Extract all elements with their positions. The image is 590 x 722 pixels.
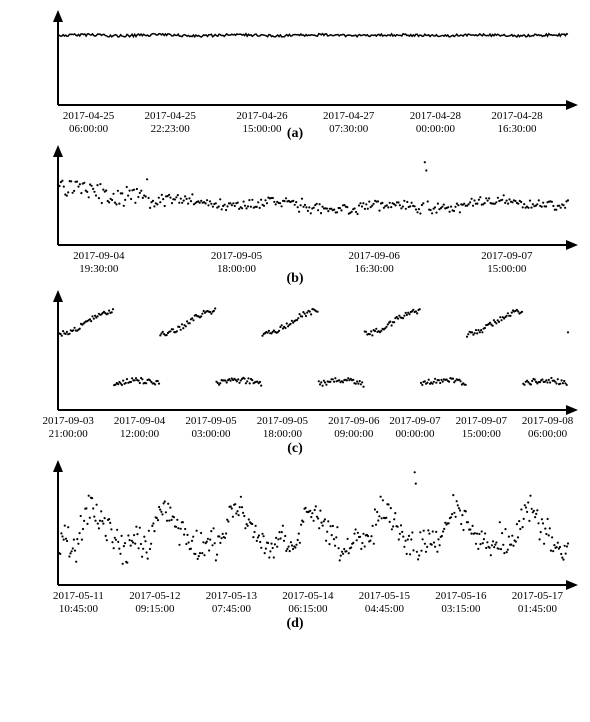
x-tick-date: 2017-09-08 [522,415,574,427]
x-tick-time: 15:00:00 [462,428,502,440]
x-tick-time: 06:00:00 [69,123,109,135]
x-tick-date: 2017-04-28 [410,110,462,122]
x-tick-date: 2017-09-07 [389,415,441,427]
x-tick-date: 2017-04-25 [63,110,115,122]
x-tick-time: 22:23:00 [151,123,191,135]
x-tick-date: 2017-05-14 [282,590,334,602]
chart-svg-c: 2017-09-0321:00:00 2017-09-0412:00:00 2017… [10,290,580,455]
x-tick-time: 03:15:00 [441,603,481,615]
x-tick-date: 2017-09-03 [43,415,95,427]
x-tick-time: 19:30:00 [79,263,119,275]
x-tick-time: 15:00:00 [487,263,527,275]
x-tick-time: 18:00:00 [263,428,303,440]
x-tick-date: 2017-09-05 [257,415,309,427]
x-tick-date: 2017-09-07 [481,250,533,262]
x-tick-date: 2017-09-05 [211,250,263,262]
x-axis-arrow-icon [566,240,578,250]
x-tick-date: 2017-04-27 [323,110,375,122]
x-axis-arrow-icon [566,100,578,110]
chart-svg-d: 2017-05-1110:45:00 2017-05-1209:15:00 2017… [10,460,580,630]
y-axis-arrow-icon [53,145,63,157]
panel-label: (c) [287,441,303,455]
x-tick-date: 2017-09-07 [456,415,508,427]
x-tick-time: 12:00:00 [120,428,160,440]
chart-panel-c: 2017-09-0321:00:00 2017-09-0412:00:00 2017… [10,290,580,455]
x-tick-time: 01:45:00 [518,603,558,615]
x-tick-date: 2017-05-13 [206,590,258,602]
x-tick-date: 2017-09-05 [185,415,237,427]
x-tick-date: 2017-04-25 [145,110,197,122]
charts-figure: 2017-04-2506:00:002017-04-2522:23:002017… [10,10,580,630]
data-series [57,161,569,215]
x-tick-time: 16:30:00 [497,123,537,135]
x-tick-time: 18:00:00 [217,263,257,275]
x-tick-date: 2017-04-28 [491,110,543,122]
x-tick-date: 2017-05-16 [435,590,487,602]
panel-label: (d) [286,616,303,630]
x-tick-date: 2017-05-15 [359,590,411,602]
x-tick-time: 07:30:00 [329,123,369,135]
x-tick-date: 2017-04-26 [236,110,288,122]
chart-panel-a: 2017-04-2506:00:002017-04-2522:23:002017… [10,10,580,140]
panel-label: (b) [286,271,303,285]
y-axis-arrow-icon [53,290,63,302]
chart-panel-b: 2017-09-0419:30:00 2017-09-0518:00:00 2017… [10,145,580,285]
x-tick-time: 06:15:00 [288,603,328,615]
x-tick-time: 10:45:00 [59,603,99,615]
x-axis-arrow-icon [566,580,578,590]
x-tick-time: 07:45:00 [212,603,252,615]
y-axis-arrow-icon [53,460,63,472]
chart-svg-a: 2017-04-2506:00:002017-04-2522:23:002017… [10,10,580,140]
chart-panel-d: 2017-05-1110:45:00 2017-05-1209:15:00 2017… [10,460,580,630]
data-series [58,34,568,37]
x-tick-time: 06:00:00 [528,428,568,440]
x-tick-date: 2017-09-06 [349,250,401,262]
x-axis-arrow-icon [566,405,578,415]
x-tick-date: 2017-05-17 [512,590,564,602]
x-tick-date: 2017-09-04 [73,250,125,262]
x-tick-date: 2017-05-11 [53,590,104,602]
chart-svg-b: 2017-09-0419:30:00 2017-09-0518:00:00 2017… [10,145,580,285]
data-series [57,307,569,387]
x-tick-time: 09:00:00 [334,428,374,440]
x-tick-time: 04:45:00 [365,603,405,615]
x-tick-time: 15:00:00 [242,123,282,135]
y-axis-arrow-icon [53,10,63,22]
x-tick-time: 00:00:00 [395,428,435,440]
panel-label: (a) [287,126,304,140]
x-tick-date: 2017-05-12 [129,590,180,602]
x-tick-date: 2017-09-04 [114,415,166,427]
x-tick-time: 16:30:00 [355,263,395,275]
x-tick-time: 00:00:00 [416,123,456,135]
x-tick-time: 21:00:00 [49,428,89,440]
x-tick-date: 2017-09-06 [328,415,380,427]
x-tick-time: 03:00:00 [191,428,231,440]
x-tick-time: 09:15:00 [135,603,175,615]
data-series [57,471,569,565]
